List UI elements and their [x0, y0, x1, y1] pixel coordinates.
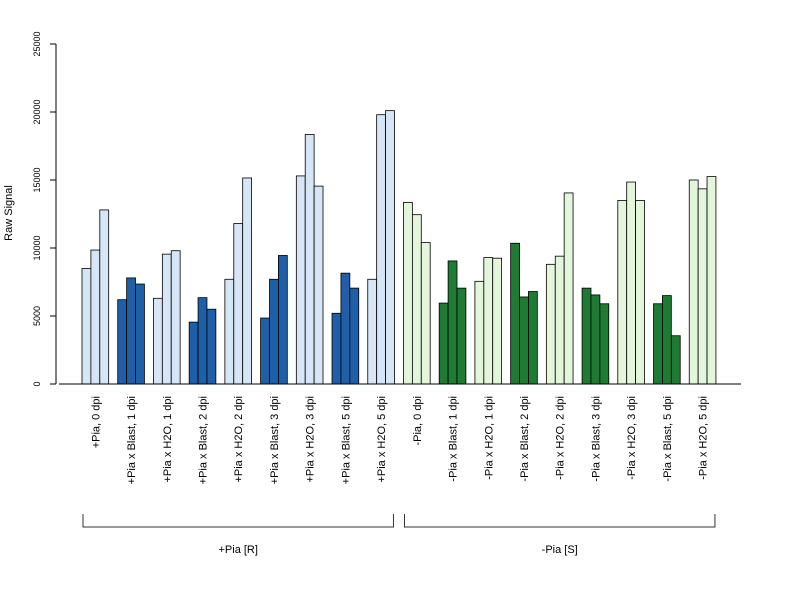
bar [626, 181, 637, 385]
bar [126, 277, 136, 385]
x-category-label: -Pia x H2O, 5 dpi [698, 396, 710, 480]
group-label: -Pia [S] [542, 544, 578, 556]
bar [492, 257, 503, 385]
bar [519, 296, 529, 385]
bar [304, 134, 315, 385]
bar [161, 253, 172, 385]
group-bracket [403, 514, 716, 528]
group-label: +Pia [R] [219, 544, 258, 556]
bar [295, 175, 306, 385]
bar [653, 303, 663, 385]
bar [313, 185, 324, 385]
bar [599, 303, 610, 385]
x-category-label: +Pia x Blast, 5 dpi [340, 396, 352, 484]
bar [563, 192, 574, 385]
bar [706, 176, 717, 385]
bar [269, 278, 279, 385]
bar [635, 199, 645, 385]
bar [510, 242, 520, 385]
bar [135, 283, 145, 385]
bar [688, 179, 699, 385]
bar [367, 278, 378, 385]
y-tick-label: 10000 [32, 235, 42, 260]
bar [90, 249, 101, 385]
group-bracket [82, 514, 394, 528]
y-tick-label: 15000 [32, 167, 42, 192]
x-category-label: +Pia x Blast, 1 dpi [126, 396, 138, 484]
x-category-label: -Pia x H2O, 3 dpi [626, 396, 638, 480]
bar [349, 287, 360, 385]
bar [403, 202, 413, 385]
x-category-label: -Pia x Blast, 1 dpi [448, 396, 460, 482]
bar [420, 242, 431, 385]
bar [662, 295, 672, 385]
bar [554, 255, 565, 385]
bar [206, 308, 217, 385]
bar [331, 312, 342, 385]
bar [340, 272, 351, 385]
bar [545, 263, 556, 385]
y-axis-title: Raw Signal [3, 185, 15, 241]
bars [81, 110, 717, 385]
bar [170, 250, 181, 385]
x-category-label: -Pia x Blast, 5 dpi [662, 396, 674, 482]
x-category-label: +Pia, 0 dpi [90, 396, 102, 448]
y-tick-label: 25000 [32, 31, 42, 56]
bar [617, 199, 628, 385]
bar [233, 223, 244, 385]
x-category-label: -Pia x H2O, 2 dpi [555, 396, 567, 480]
bar [376, 114, 386, 385]
bar [447, 260, 458, 385]
y-tick-label: 0 [32, 381, 42, 386]
bar [81, 267, 92, 385]
y-axis: 0 5000 10000 15000 20000 25000 [32, 31, 57, 387]
x-category-label: -Pia x Blast, 2 dpi [519, 396, 531, 482]
x-category-label: +Pia x H2O, 3 dpi [305, 396, 317, 483]
bar [277, 255, 288, 385]
bar [188, 321, 199, 385]
bar [117, 299, 128, 385]
x-category-label: -Pia x Blast, 3 dpi [590, 396, 602, 482]
bar [242, 177, 252, 385]
bar [411, 214, 422, 385]
bar [456, 287, 467, 385]
x-category-label: +Pia x H2O, 1 dpi [162, 396, 174, 483]
bar [697, 188, 708, 385]
x-category-label: -Pia x H2O, 1 dpi [483, 396, 495, 480]
x-category-label: -Pia, 0 dpi [412, 396, 424, 446]
x-category-label: +Pia x Blast, 2 dpi [198, 396, 210, 484]
x-axis-labels: +Pia, 0 dpi +Pia x Blast, 1 dpi +Pia x H2O… [90, 396, 709, 484]
x-category-label: +Pia x H2O, 2 dpi [233, 396, 245, 483]
x-category-label: +Pia x H2O, 5 dpi [376, 396, 388, 483]
bar [590, 294, 601, 385]
bar [224, 278, 235, 385]
y-tick-label: 5000 [32, 306, 42, 326]
bar [483, 257, 494, 385]
bar [528, 291, 538, 385]
x-category-label: +Pia x Blast, 3 dpi [269, 396, 281, 484]
bar [260, 317, 270, 385]
bar [581, 287, 592, 385]
bar [385, 110, 395, 385]
bar [99, 209, 110, 385]
bar [438, 302, 449, 385]
bar [197, 297, 208, 385]
group-brackets: +Pia [R] -Pia [S] [82, 514, 716, 556]
bar [474, 280, 485, 385]
bar [153, 297, 163, 385]
bar [670, 335, 681, 385]
y-tick-label: 20000 [32, 99, 42, 124]
